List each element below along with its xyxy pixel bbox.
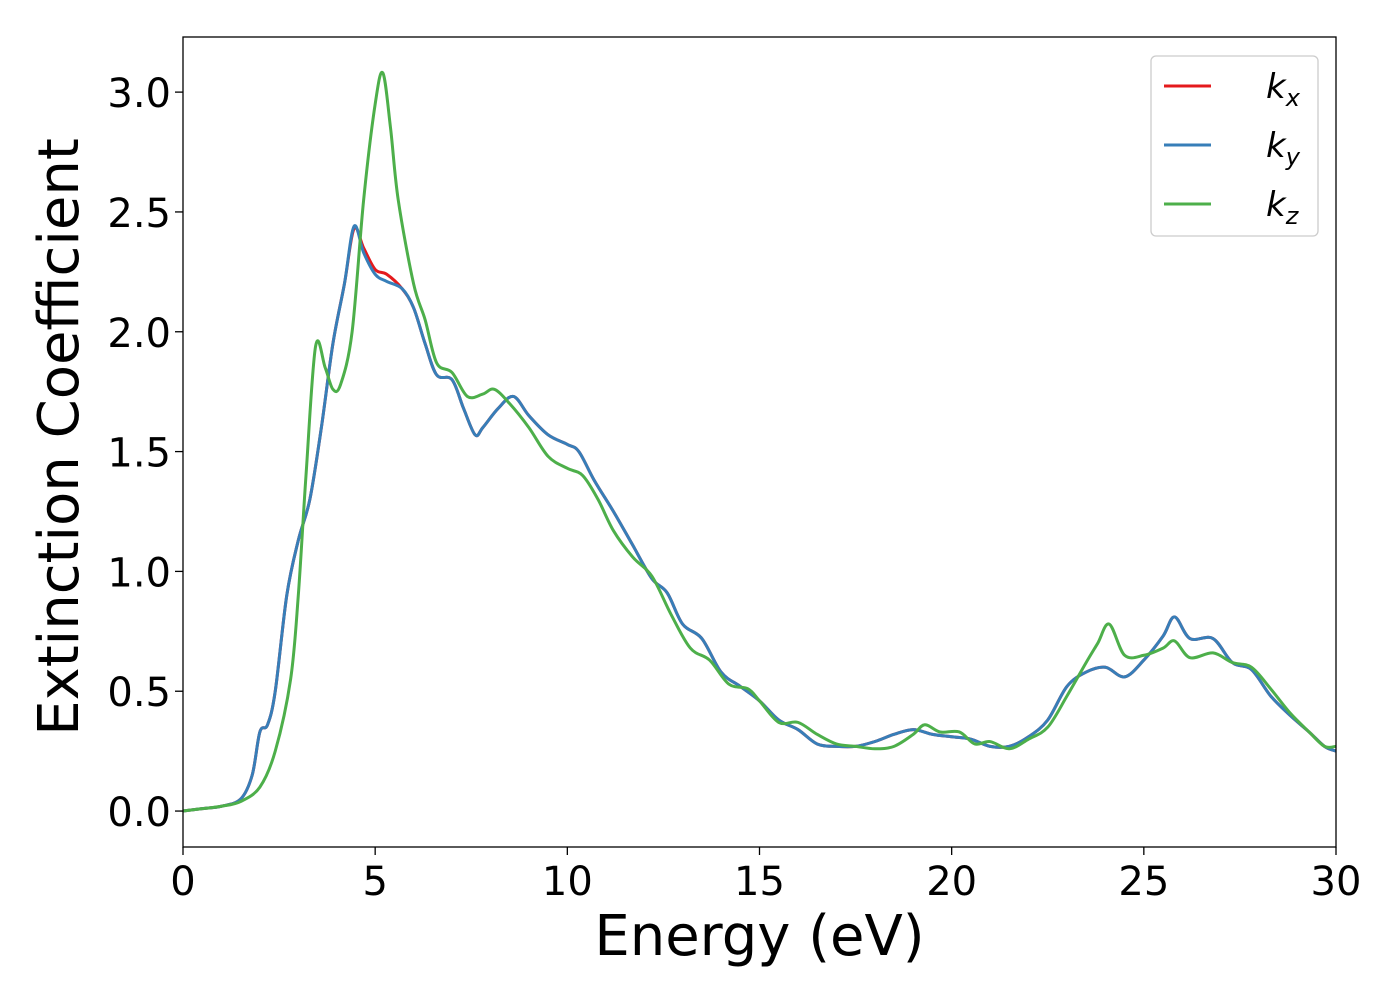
x-axis-title: Energy (eV)	[594, 904, 924, 969]
series-line-ky	[182, 224, 1337, 813]
legend: kx ky kz	[1150, 55, 1319, 237]
x-tick-label: 20	[926, 859, 977, 905]
y-axis-title: Extinction Coefficient	[27, 138, 92, 736]
x-axis-ticks: 0 5 10 15 20 25 30	[170, 847, 1361, 905]
legend-label-ky: ky	[1266, 126, 1301, 171]
legend-label-kx: kx	[1266, 67, 1301, 112]
x-tick-label: 5	[362, 859, 387, 905]
x-tick-label: 0	[170, 859, 195, 905]
x-tick-label: 15	[734, 859, 785, 905]
y-tick-label: 2.0	[107, 311, 171, 357]
series-line-kz	[182, 70, 1337, 813]
y-tick-label: 2.5	[107, 191, 171, 237]
legend-label-kz: kz	[1266, 185, 1300, 230]
y-tick-label: 0.0	[107, 790, 171, 836]
x-tick-label: 25	[1118, 859, 1169, 905]
series-layer	[182, 70, 1337, 813]
y-tick-label: 0.5	[107, 670, 171, 716]
y-axis-ticks: 0.0 0.5 1.0 1.5 2.0 2.5 3.0	[107, 71, 183, 836]
x-tick-label: 30	[1311, 859, 1362, 905]
y-tick-label: 1.0	[107, 550, 171, 596]
y-tick-label: 3.0	[107, 71, 171, 117]
x-tick-label: 10	[542, 859, 593, 905]
y-tick-label: 1.5	[107, 431, 171, 477]
legend-box	[1150, 55, 1319, 237]
